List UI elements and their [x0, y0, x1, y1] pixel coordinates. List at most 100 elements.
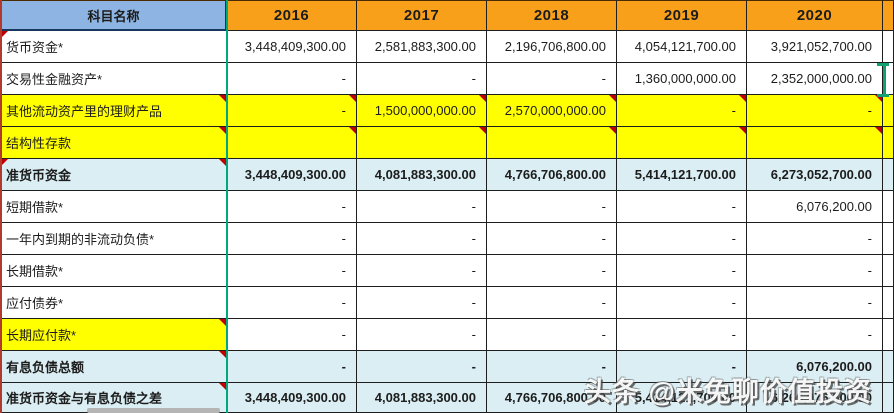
value-cell[interactable]: 3,448,409,300.00	[227, 31, 357, 63]
pane-divider-line	[226, 0, 228, 413]
comment-marker-icon	[349, 127, 356, 134]
value-cell[interactable]: 3,448,409,300.00	[227, 159, 357, 191]
value-cell[interactable]: -	[357, 351, 487, 383]
row-label-cell[interactable]: 一年内到期的非流动负债*	[0, 223, 227, 255]
value-cell[interactable]: 2,352,000,000.00	[747, 63, 883, 95]
row-label-cell[interactable]: 长期借款*	[0, 255, 227, 287]
row-label-cell[interactable]: 结构性存款	[0, 127, 227, 159]
value-cell[interactable]: -	[487, 191, 617, 223]
row-sliver-cell	[883, 127, 894, 159]
row-label-cell[interactable]: 准货币资金	[0, 159, 227, 191]
value-cell[interactable]: -	[617, 287, 747, 319]
comment-marker-icon	[0, 159, 8, 167]
comment-marker-icon	[219, 319, 226, 326]
value-cell[interactable]: 4,081,883,300.00	[357, 159, 487, 191]
row-label-cell[interactable]: 短期借款*	[0, 191, 227, 223]
value-cell[interactable]: -	[357, 223, 487, 255]
bottom-gray-strip	[87, 408, 220, 413]
value-cell[interactable]: -	[617, 191, 747, 223]
year-header-cell[interactable]: 2019	[617, 0, 747, 31]
value-cell[interactable]: -	[747, 319, 883, 351]
value-cell[interactable]: -	[617, 223, 747, 255]
value-cell[interactable]: -	[487, 319, 617, 351]
value-cell[interactable]	[487, 127, 617, 159]
row-label-cell[interactable]: 交易性金融资产*	[0, 63, 227, 95]
value-cell[interactable]: 1,500,000,000.00	[357, 95, 487, 127]
value-cell[interactable]: -	[747, 223, 883, 255]
value-cell[interactable]: -	[487, 351, 617, 383]
value-cell[interactable]: -	[747, 287, 883, 319]
row-sliver-cell	[883, 191, 894, 223]
table-row: 一年内到期的非流动负债* - - - - -	[0, 223, 894, 255]
year-header-cell[interactable]: 2020	[747, 0, 883, 31]
value-cell[interactable]: -	[617, 319, 747, 351]
value-cell[interactable]: -	[747, 255, 883, 287]
value-cell[interactable]: -	[227, 351, 357, 383]
comment-marker-icon	[219, 351, 226, 358]
value-cell[interactable]: -	[617, 351, 747, 383]
comment-marker-icon	[0, 31, 8, 39]
value-cell[interactable]: -	[487, 255, 617, 287]
value-cell[interactable]: -	[617, 255, 747, 287]
value-cell[interactable]: 5,414,121,700.00	[617, 159, 747, 191]
table-row: 结构性存款	[0, 127, 894, 159]
value-cell[interactable]: -	[227, 63, 357, 95]
value-cell[interactable]	[357, 127, 487, 159]
row-label-cell[interactable]: 有息负债总额	[0, 351, 227, 383]
value-cell[interactable]: -	[227, 191, 357, 223]
value-cell[interactable]: 6,076,200.00	[747, 351, 883, 383]
value-cell[interactable]: -	[357, 255, 487, 287]
value-cell[interactable]: -	[747, 95, 883, 127]
table-row: 短期借款* - - - -6,076,200.00	[0, 191, 894, 223]
value-cell[interactable]: 6,266,976,500.00	[747, 383, 883, 413]
value-cell[interactable]: 3,921,052,700.00	[747, 31, 883, 63]
value-cell[interactable]	[227, 127, 357, 159]
value-cell[interactable]: -	[227, 223, 357, 255]
value-cell[interactable]: 2,581,883,300.00	[357, 31, 487, 63]
value-cell[interactable]: 2,570,000,000.00	[487, 95, 617, 127]
value-cell[interactable]: -	[357, 287, 487, 319]
value-cell[interactable]: -	[227, 287, 357, 319]
row-sliver-cell	[883, 383, 894, 413]
value-cell[interactable]	[747, 127, 883, 159]
value-cell[interactable]: 3,448,409,300.00	[227, 383, 357, 413]
value-cell[interactable]: -	[357, 319, 487, 351]
year-header-cell[interactable]: 2017	[357, 0, 487, 31]
value-cell[interactable]: 5,414,121,700.00	[617, 383, 747, 413]
row-label-cell[interactable]: 货币资金*	[0, 31, 227, 63]
row-label-cell[interactable]: 长期应付款*	[0, 319, 227, 351]
value-cell[interactable]	[617, 127, 747, 159]
row-label-cell[interactable]: 其他流动资产里的理财产品	[0, 95, 227, 127]
value-cell[interactable]: 2,196,706,800.00	[487, 31, 617, 63]
value-cell[interactable]: 6,273,052,700.00	[747, 159, 883, 191]
row-sliver-cell	[883, 223, 894, 255]
table-row: 长期应付款* - - - - -	[0, 319, 894, 351]
value-cell[interactable]: 4,766,706,800.00	[487, 383, 617, 413]
value-cell[interactable]: -	[227, 255, 357, 287]
subject-header-cell[interactable]: 科目名称	[0, 0, 227, 31]
value-cell[interactable]: -	[617, 95, 747, 127]
value-cell[interactable]: -	[487, 223, 617, 255]
header-row: 科目名称 2016 2017 2018 2019 2020	[0, 0, 894, 31]
value-cell[interactable]: -	[487, 287, 617, 319]
value-cell[interactable]: -	[357, 63, 487, 95]
year-header-cell[interactable]: 2016	[227, 0, 357, 31]
value-cell[interactable]: -	[357, 191, 487, 223]
value-cell[interactable]: 4,081,883,300.00	[357, 383, 487, 413]
value-cell[interactable]: 4,766,706,800.00	[487, 159, 617, 191]
value-cell[interactable]: 1,360,000,000.00	[617, 63, 747, 95]
comment-marker-icon	[349, 95, 356, 102]
row-sliver-cell	[883, 287, 894, 319]
value-cell[interactable]: -	[227, 95, 357, 127]
comment-marker-icon	[219, 159, 226, 166]
value-cell[interactable]: -	[227, 319, 357, 351]
value-cell[interactable]: -	[487, 63, 617, 95]
row-label-cell[interactable]: 应付债券*	[0, 287, 227, 319]
value-cell[interactable]: 4,054,121,700.00	[617, 31, 747, 63]
selection-handle[interactable]	[877, 63, 889, 97]
table-row: 长期借款* - - - - -	[0, 255, 894, 287]
value-cell[interactable]: 6,076,200.00	[747, 191, 883, 223]
year-header-cell[interactable]: 2018	[487, 0, 617, 31]
table-row: 交易性金融资产* - - -1,360,000,000.00 2,352,000,000…	[0, 63, 894, 95]
